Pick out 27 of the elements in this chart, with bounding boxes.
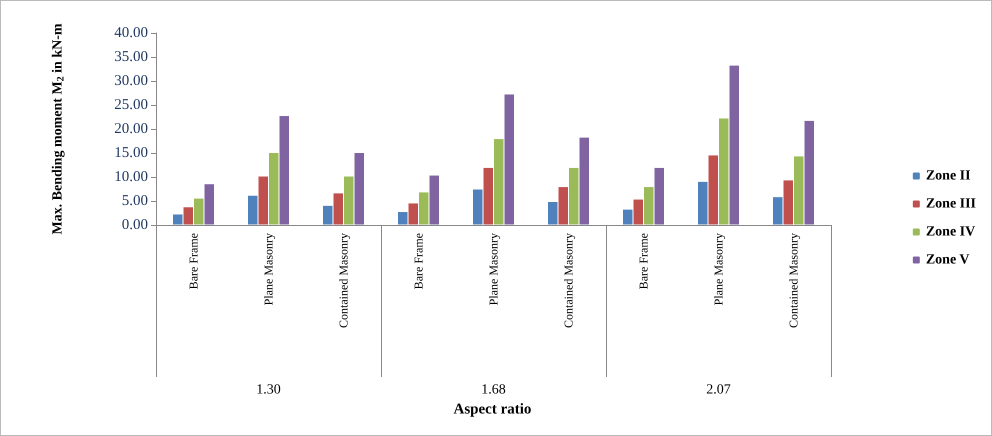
legend-label: Zone V bbox=[926, 252, 970, 268]
y-tick-label: 40.00 bbox=[114, 25, 148, 41]
x-tick-label: Plane Masonry bbox=[486, 233, 500, 306]
x-tick-label: Contained Masonry bbox=[336, 233, 350, 328]
y-tick-label: 5.00 bbox=[122, 193, 148, 209]
x-tick-label: Contained Masonry bbox=[562, 233, 576, 328]
x-tick-label: Plane Masonry bbox=[712, 233, 726, 306]
y-tick-label: 30.00 bbox=[114, 73, 148, 89]
x-tick-label: Contained Masonry bbox=[786, 233, 800, 328]
text: 2.07 bbox=[706, 382, 731, 398]
y-tick-label: 15.00 bbox=[114, 145, 148, 161]
x-tick-label: Bare Frame bbox=[636, 233, 650, 290]
y-axis-title: Max. Bending moment M2 in kN-m bbox=[50, 23, 66, 235]
legend-label: Zone III bbox=[926, 196, 976, 212]
legend-label: Zone IV bbox=[926, 224, 976, 240]
text: 1.30 bbox=[256, 382, 281, 398]
x-tick-label: Bare Frame bbox=[412, 233, 426, 290]
y-tick-label: 25.00 bbox=[114, 97, 148, 113]
y-tick-label: 20.00 bbox=[114, 121, 148, 137]
y-tick-label: 35.00 bbox=[114, 49, 148, 65]
y-tick-label: 0.00 bbox=[122, 217, 148, 233]
legend-label: Zone II bbox=[926, 168, 971, 184]
text: 1.68 bbox=[481, 382, 506, 398]
y-tick-label: 10.00 bbox=[114, 169, 148, 185]
text: Aspect ratio bbox=[454, 402, 532, 418]
x-tick-label: Bare Frame bbox=[186, 233, 200, 290]
x-tick-label: Plane Masonry bbox=[262, 233, 276, 306]
